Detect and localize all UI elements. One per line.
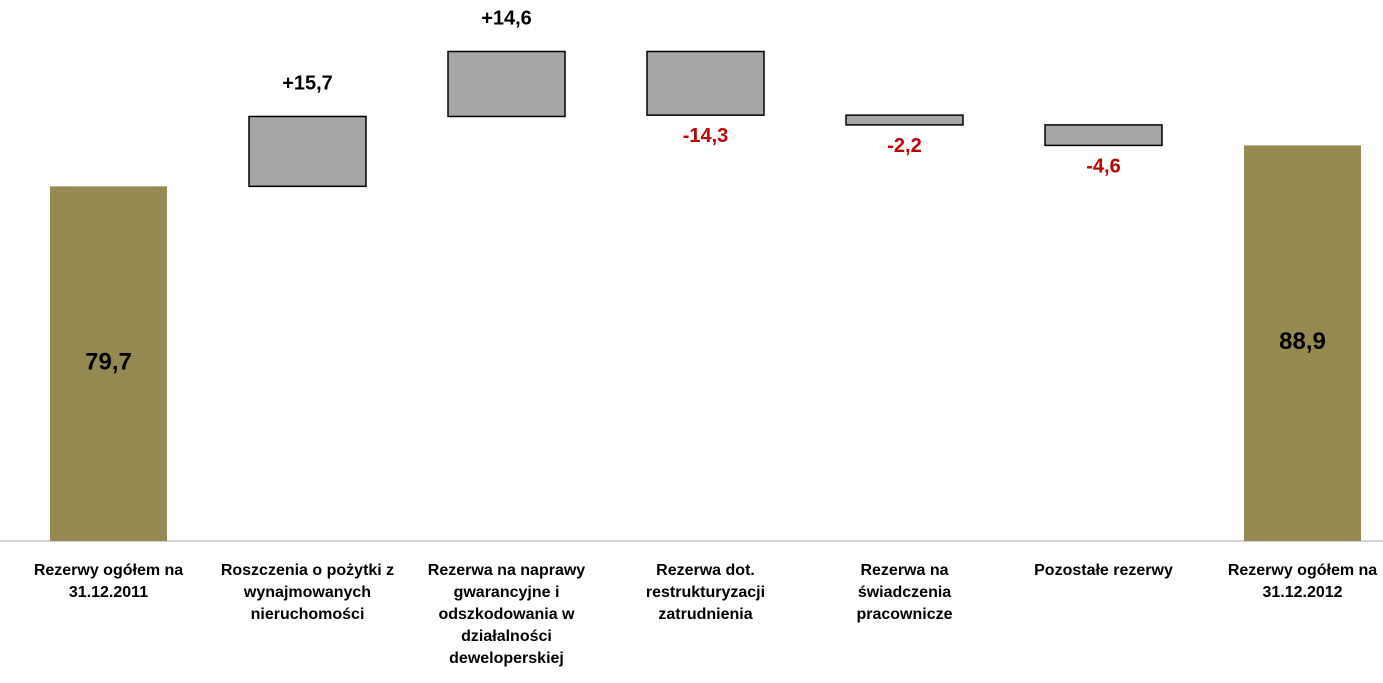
category-label-restrukturyzacja: Rezerwa dot. restrukturyzacji zatrudnienia bbox=[646, 562, 765, 623]
category-labels-group: Rezerwy ogółem na 31.12.2011 Roszczenia o … bbox=[34, 562, 1377, 667]
value-label-restrukturyzacja: -14,3 bbox=[683, 125, 729, 147]
category-label-line: nieruchomości bbox=[251, 606, 365, 623]
category-label-start: Rezerwy ogółem na 31.12.2011 bbox=[34, 562, 183, 601]
category-label-line: Rezerwa na naprawy bbox=[428, 562, 586, 579]
value-label-roszczenia: +15,7 bbox=[282, 72, 333, 94]
category-label-line: zatrudnienia bbox=[658, 606, 752, 623]
category-label-naprawy: Rezerwa na naprawy gwarancyjne i odszkodow… bbox=[428, 562, 586, 667]
value-label-swiadczenia: -2,2 bbox=[887, 135, 921, 157]
category-label-swiadczenia: Rezerwa na świadczenia pracownicze bbox=[856, 562, 952, 623]
value-labels-group: 79,7 +15,7 +14,6 -14,3 -2,2 -4,6 88,9 bbox=[85, 8, 1326, 376]
bar-total-end bbox=[1244, 145, 1361, 541]
category-label-line: Rezerwa na bbox=[860, 562, 948, 579]
bar-delta-roszczenia bbox=[248, 115, 367, 188]
value-label-naprawy: +14,6 bbox=[481, 8, 532, 30]
category-label-line: świadczenia bbox=[858, 584, 951, 601]
category-label-line: 31.12.2012 bbox=[1262, 584, 1342, 601]
category-label-line: gwarancyjne i bbox=[454, 584, 560, 601]
category-label-line: Pozostałe rezerwy bbox=[1034, 562, 1173, 579]
category-label-line: odszkodowania w bbox=[438, 606, 575, 623]
bar-delta-pozostale bbox=[1044, 124, 1163, 147]
bar-total-start bbox=[50, 186, 167, 541]
value-label-end: 88,9 bbox=[1279, 328, 1326, 355]
value-label-pozostale: -4,6 bbox=[1086, 155, 1120, 177]
category-label-line: Rezerwy ogółem na bbox=[1228, 562, 1377, 579]
category-label-end: Rezerwy ogółem na 31.12.2012 bbox=[1228, 562, 1377, 601]
category-label-line: Rezerwy ogółem na bbox=[34, 562, 183, 579]
category-label-line: 31.12.2011 bbox=[69, 584, 148, 601]
category-label-roszczenia: Roszczenia o pożytki z wynajmowanych nieru… bbox=[221, 562, 394, 623]
value-label-start: 79,7 bbox=[85, 349, 132, 376]
category-label-line: wynajmowanych bbox=[243, 584, 371, 601]
category-label-line: pracownicze bbox=[856, 606, 952, 623]
bars-group bbox=[50, 50, 1361, 541]
category-label-line: deweloperskiej bbox=[449, 650, 564, 667]
category-label-line: działalności bbox=[461, 628, 552, 645]
category-label-line: Roszczenia o pożytki z bbox=[221, 562, 394, 579]
category-label-line: Rezerwa dot. bbox=[656, 562, 755, 579]
bar-delta-restrukturyzacja bbox=[646, 50, 765, 116]
bar-delta-naprawy bbox=[447, 50, 566, 118]
bar-delta-swiadczenia bbox=[845, 114, 964, 126]
category-label-line: restrukturyzacji bbox=[646, 584, 765, 601]
category-label-pozostale: Pozostałe rezerwy bbox=[1034, 562, 1173, 579]
